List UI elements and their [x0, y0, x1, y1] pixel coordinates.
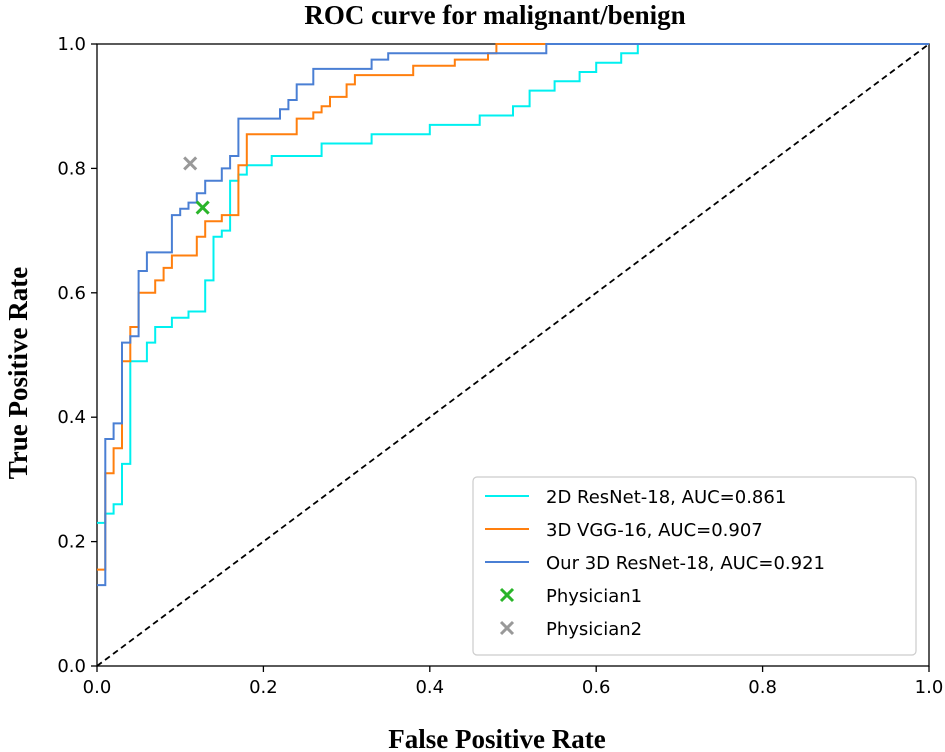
y-tick-label: 0.6 [57, 283, 86, 304]
x-axis-label: False Positive Rate [388, 724, 605, 752]
x-tick-label: 0.2 [249, 677, 278, 698]
x-tick-label: 0.6 [582, 677, 611, 698]
x-tick-label: 0.8 [748, 677, 777, 698]
y-axis: 0.0 0.2 0.4 0.6 0.8 1.0 [57, 34, 97, 677]
legend-label: Physician2 [546, 619, 642, 640]
y-tick-label: 0.4 [57, 407, 86, 428]
series-2d-resnet-18-line [97, 43, 929, 524]
legend-label: 2D ResNet-18, AUC=0.861 [546, 487, 786, 508]
marker-physician-2 [183, 156, 198, 171]
legend-label: Our 3D ResNet-18, AUC=0.921 [546, 553, 825, 574]
y-tick-label: 0.8 [57, 158, 86, 179]
x-tick-label: 0.0 [83, 677, 112, 698]
y-tick-label: 1.0 [57, 34, 86, 55]
y-tick-label: 0.0 [57, 656, 86, 677]
legend-label: 3D VGG-16, AUC=0.907 [546, 520, 763, 541]
legend-label: Physician1 [546, 586, 642, 607]
y-tick-label: 0.2 [57, 532, 86, 553]
chance-diagonal-line [96, 43, 930, 667]
legend-box [472, 476, 917, 656]
legend-marker-icon [499, 587, 515, 603]
y-axis-label: True Positive Rate [3, 267, 33, 479]
marker-physician-1 [195, 200, 210, 215]
chart-title: ROC curve for malignant/benign [304, 0, 685, 30]
plot-area [96, 43, 930, 667]
legend-marker-icon [499, 620, 515, 636]
x-axis: 0.0 0.2 0.4 0.6 0.8 1.0 [83, 666, 944, 698]
series-3d-vgg-16-line [97, 43, 547, 571]
series-3d-resnet-18-line [97, 43, 929, 587]
legend: 2D ResNet-18, AUC=0.861 3D VGG-16, AUC=0.… [472, 476, 917, 656]
x-tick-label: 0.4 [415, 677, 444, 698]
x-tick-label: 1.0 [915, 677, 944, 698]
